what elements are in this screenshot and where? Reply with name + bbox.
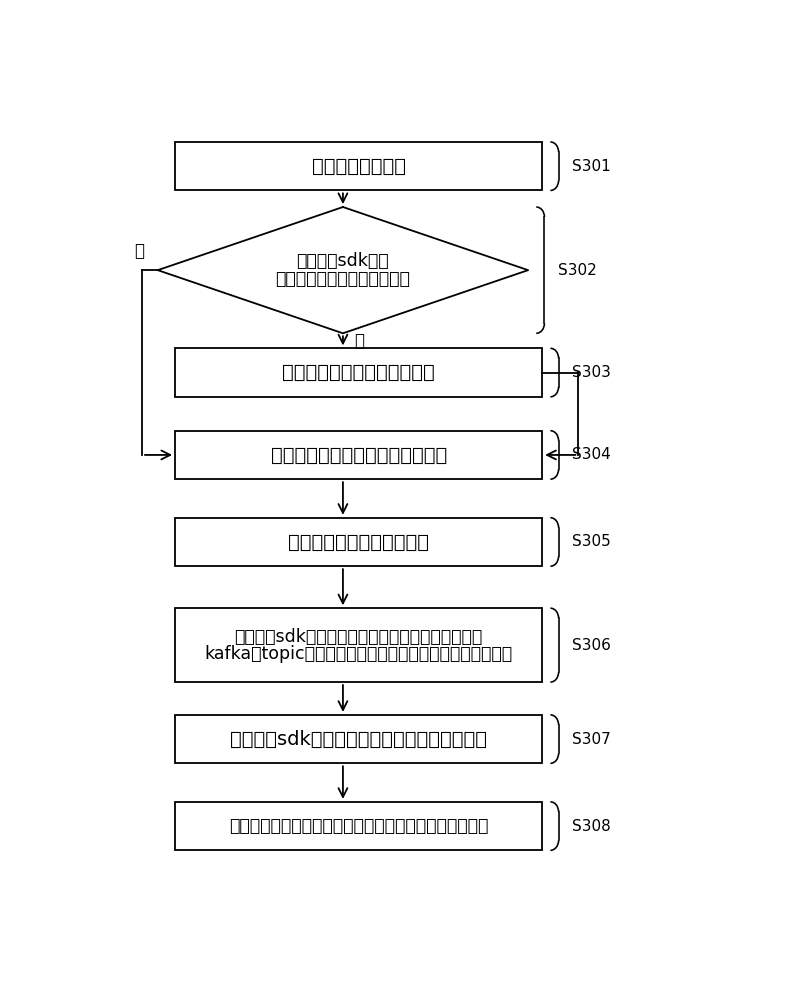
- Text: S308: S308: [573, 819, 611, 834]
- Text: 从本地缓存中获取到缓存信息: 从本地缓存中获取到缓存信息: [275, 270, 411, 288]
- Text: 否: 否: [134, 242, 144, 260]
- Text: S302: S302: [558, 263, 597, 278]
- Text: S303: S303: [573, 365, 612, 380]
- Text: 直接将获取到的缓存信息返回: 直接将获取到的缓存信息返回: [282, 363, 435, 382]
- Text: 是: 是: [354, 332, 365, 350]
- Text: 通过各个sdk分别定时上报缓存的操作记录信息: 通过各个sdk分别定时上报缓存的操作记录信息: [230, 730, 487, 749]
- FancyBboxPatch shape: [175, 348, 542, 397]
- FancyBboxPatch shape: [175, 431, 542, 479]
- FancyBboxPatch shape: [175, 715, 542, 763]
- Text: 通过各个sdk在各个节点分别启动消费者，对同一个: 通过各个sdk在各个节点分别启动消费者，对同一个: [235, 628, 483, 646]
- Text: 判断基于sdk是否: 判断基于sdk是否: [296, 252, 390, 270]
- Text: S306: S306: [573, 638, 612, 653]
- FancyBboxPatch shape: [175, 608, 542, 682]
- Text: S301: S301: [573, 159, 611, 174]
- Text: S305: S305: [573, 534, 611, 549]
- Text: 将上报的缓存的操作记录信息存入关系型数据库管理系统: 将上报的缓存的操作记录信息存入关系型数据库管理系统: [229, 817, 488, 835]
- Text: 将缓存信息存储至本地缓存: 将缓存信息存储至本地缓存: [288, 532, 429, 551]
- Text: S307: S307: [573, 732, 611, 747]
- Text: 采用异步方式获取对应的缓存信息: 采用异步方式获取对应的缓存信息: [271, 445, 447, 464]
- FancyBboxPatch shape: [175, 802, 542, 850]
- FancyBboxPatch shape: [175, 142, 542, 190]
- FancyBboxPatch shape: [175, 518, 542, 566]
- Text: S304: S304: [573, 447, 611, 462]
- Text: 存储本地缓存数据: 存储本地缓存数据: [312, 157, 406, 176]
- Text: kafka的topic数据进行消费，将获取到的缓存信息写入节点: kafka的topic数据进行消费，将获取到的缓存信息写入节点: [205, 645, 513, 663]
